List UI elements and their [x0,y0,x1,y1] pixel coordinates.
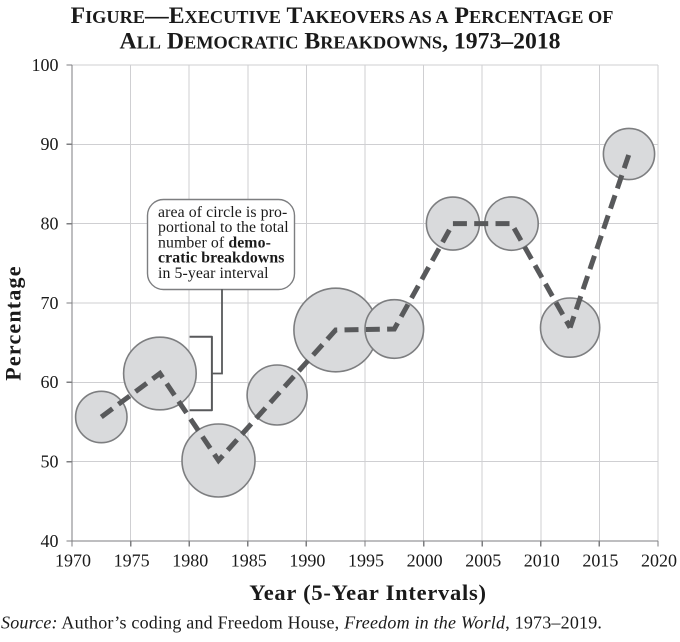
svg-text:number of demo-: number of demo- [158,234,271,251]
svg-text:1985: 1985 [231,551,267,571]
svg-text:100: 100 [32,55,59,75]
svg-text:portional to the total: portional to the total [158,219,289,236]
svg-text:area of circle is pro-: area of circle is pro- [158,204,287,221]
svg-text:90: 90 [41,134,59,154]
svg-text:cratic breakdowns: cratic breakdowns [158,250,284,267]
svg-text:1995: 1995 [348,551,384,571]
svg-text:FIGURE—EXECUTIVE TAKEOVERS AS: FIGURE—EXECUTIVE TAKEOVERS AS A PERCENTA… [71,3,614,29]
svg-text:in 5-year interval: in 5-year interval [158,265,269,282]
svg-text:2010: 2010 [524,551,560,571]
svg-text:40: 40 [41,531,59,551]
svg-text:2020: 2020 [641,551,677,571]
svg-text:70: 70 [41,293,59,313]
svg-text:Source: Author’s coding and Fr: Source: Author’s coding and Freedom Hous… [1,613,602,633]
svg-text:Percentage: Percentage [1,265,26,380]
svg-text:50: 50 [41,452,59,472]
svg-text:2000: 2000 [407,551,443,571]
svg-text:2005: 2005 [465,551,501,571]
svg-text:Year (5-Year Intervals): Year (5-Year Intervals) [249,580,487,605]
svg-text:60: 60 [41,372,59,392]
svg-text:2015: 2015 [582,551,618,571]
svg-text:1975: 1975 [114,551,150,571]
svg-text:1970: 1970 [55,551,91,571]
svg-text:1990: 1990 [289,551,325,571]
svg-text:80: 80 [41,214,59,234]
svg-text:ALL DEMOCRATIC BREAKDOWNS, 197: ALL DEMOCRATIC BREAKDOWNS, 1973–2018 [119,28,560,54]
svg-text:1980: 1980 [172,551,208,571]
